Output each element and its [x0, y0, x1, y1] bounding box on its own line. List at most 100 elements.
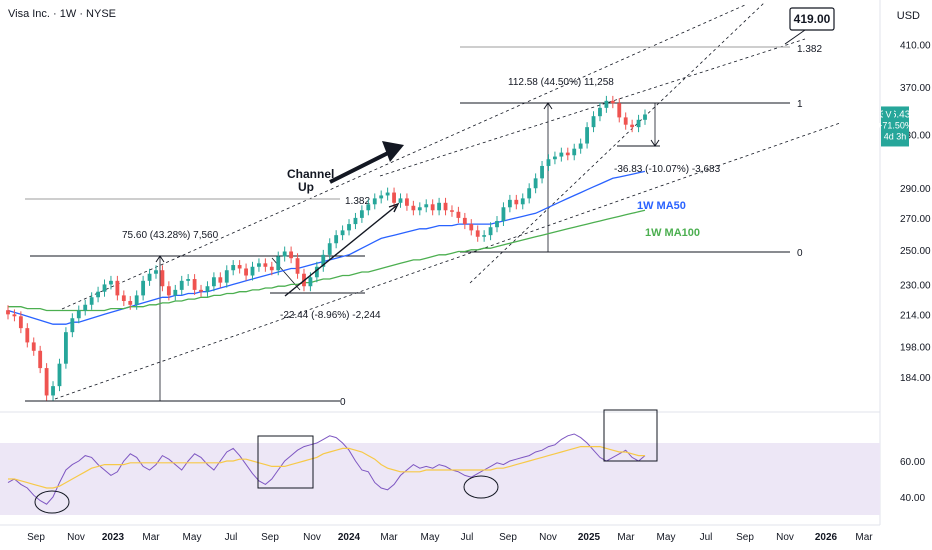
candle [134, 295, 139, 305]
pullback-arrow-b [650, 139, 660, 147]
candle [604, 100, 609, 108]
candle [147, 273, 152, 281]
time-tick-label: Nov [67, 532, 85, 543]
channel-upper-line [61, 4, 746, 310]
candle [57, 363, 62, 387]
candle [347, 224, 351, 231]
candle [520, 198, 525, 205]
candle [44, 368, 49, 396]
time-tick-label: Jul [700, 532, 713, 543]
candle [282, 251, 287, 257]
candle [359, 210, 364, 218]
candle [211, 277, 216, 287]
symbol-header: Visa Inc. · 1W · NYSE [8, 8, 116, 20]
price-tick-label: 184.00 [900, 373, 931, 384]
channel-label: Channel [287, 167, 334, 181]
candle [205, 286, 210, 292]
rsi-circle-marker [34, 490, 70, 514]
candle [121, 295, 126, 301]
candle [89, 297, 94, 305]
candle [231, 265, 236, 271]
time-tick-label: Nov [539, 532, 557, 543]
time-tick-label: 2024 [338, 532, 361, 543]
candle [295, 258, 300, 274]
measure-label: -22.44 (-8.96%) -2,244 [280, 310, 381, 321]
measure-label: 112.58 (44.50%) 11,258 [508, 77, 614, 88]
candle [527, 188, 532, 199]
move-arrowhead [388, 202, 400, 213]
candle [218, 277, 223, 283]
candle [109, 280, 113, 285]
candle [70, 318, 75, 333]
channel-lower-line [54, 122, 841, 400]
candle [31, 342, 36, 351]
price-tick-label: 230.00 [900, 280, 931, 291]
time-tick-label: Jul [225, 532, 238, 543]
price-tick-label: 410.00 [900, 41, 931, 52]
rsi-box-marker [603, 409, 658, 462]
candle [488, 227, 493, 236]
measure-arrow-b [543, 102, 553, 110]
candle [385, 192, 390, 196]
candle [321, 254, 326, 267]
candle [173, 289, 178, 296]
measure-arrow-a [155, 255, 165, 263]
candle [623, 117, 628, 125]
rsi-circle-marker [463, 475, 499, 499]
candle [115, 280, 120, 296]
channel-label: Up [298, 180, 314, 194]
candle [353, 217, 358, 225]
candle [76, 310, 81, 319]
candle [12, 314, 17, 317]
candle [585, 127, 590, 144]
candle [244, 268, 248, 276]
candle [308, 277, 313, 287]
price-tick-label: 214.00 [900, 310, 931, 321]
candle [392, 192, 396, 203]
time-tick-label: 2023 [102, 532, 125, 543]
candle [553, 156, 557, 160]
candle [533, 178, 538, 189]
candle [559, 152, 564, 157]
rsi-ma-line [8, 446, 645, 489]
target-box [789, 7, 835, 31]
candle [495, 220, 499, 228]
candle [269, 266, 274, 271]
time-tick-label: Nov [776, 532, 794, 543]
candle [456, 211, 461, 218]
candle [540, 165, 544, 179]
candle [257, 263, 261, 267]
price-tick-label: 290.00 [900, 184, 931, 195]
candle [424, 204, 429, 208]
candle [514, 199, 519, 205]
candle [83, 304, 88, 311]
candle [372, 198, 377, 205]
candle [96, 291, 100, 298]
candle [598, 107, 602, 117]
candle [450, 210, 454, 212]
candle [507, 199, 512, 208]
candle [186, 279, 191, 281]
candle [25, 328, 30, 343]
time-tick-label: Mar [855, 532, 873, 543]
currency-label: USD [896, 10, 920, 22]
ma50-line [7, 170, 646, 325]
candle [6, 310, 10, 315]
candle [591, 116, 596, 128]
time-tick-label: Nov [303, 532, 321, 543]
candle [643, 114, 647, 120]
candle [334, 235, 339, 244]
candle [141, 280, 146, 296]
time-tick-label: Mar [142, 532, 160, 543]
candle [160, 270, 165, 287]
time-tick-label: Mar [380, 532, 398, 543]
ma100-label: 1W MA100 [645, 227, 700, 239]
candle [166, 286, 171, 296]
candle [417, 207, 422, 211]
candle [63, 332, 68, 364]
candle [128, 300, 133, 305]
candle [179, 280, 184, 290]
rsi-tick-label: 60.00 [900, 457, 925, 468]
